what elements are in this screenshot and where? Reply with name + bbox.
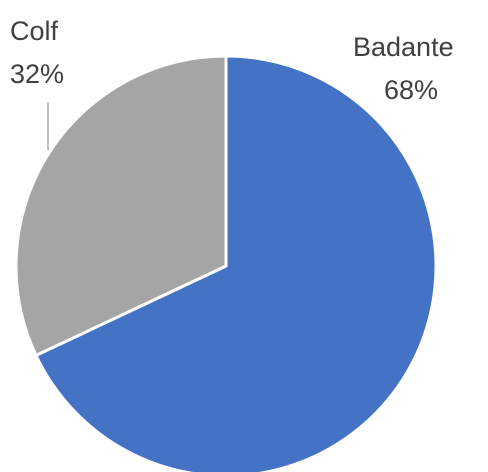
pie-slice-colf [14, 54, 228, 357]
slice-label-colf-name: Colf [10, 16, 59, 46]
pie-slices [14, 54, 438, 472]
slice-label-badante-percent: 68% [384, 75, 438, 105]
pie-slice-badante [34, 54, 438, 472]
slice-label-badante-name: Badante [353, 32, 454, 62]
slice-label-colf-percent: 32% [10, 59, 64, 89]
